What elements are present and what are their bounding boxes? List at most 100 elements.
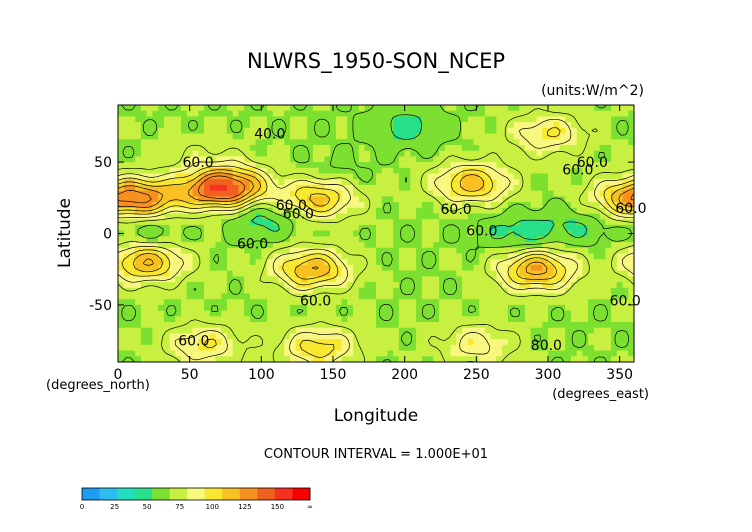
- heatmap-cell: [416, 344, 423, 352]
- heatmap-cell: [341, 184, 348, 192]
- heatmap-cell: [593, 207, 601, 215]
- heatmap-cell: [135, 236, 142, 243]
- heatmap-cell: [249, 224, 257, 232]
- heatmap-cell: [163, 162, 171, 169]
- heatmap-cell: [421, 333, 429, 340]
- heatmap-cell: [622, 139, 629, 146]
- heatmap-cell: [146, 224, 153, 232]
- heatmap-cell: [118, 316, 125, 323]
- heatmap-cell: [439, 207, 446, 215]
- heatmap-cell: [507, 144, 515, 152]
- heatmap-cell: [599, 310, 606, 317]
- heatmap-cell: [513, 167, 520, 175]
- heatmap-cell: [129, 339, 136, 346]
- heatmap-cell: [118, 196, 125, 203]
- heatmap-cell: [209, 144, 217, 152]
- heatmap-cell: [335, 304, 343, 312]
- heatmap-cell: [290, 264, 297, 272]
- heatmap-cell: [588, 344, 595, 352]
- heatmap-cell: [364, 310, 371, 317]
- heatmap-cell: [484, 207, 492, 215]
- heatmap-cell: [484, 270, 492, 277]
- heatmap-cell: [588, 173, 595, 180]
- heatmap-cell: [307, 184, 314, 192]
- heatmap-cell: [611, 287, 618, 295]
- heatmap-cell: [421, 144, 429, 152]
- heatmap-cell: [439, 190, 446, 197]
- heatmap-cell: [398, 230, 406, 237]
- heatmap-cell: [421, 116, 429, 123]
- heatmap-cell: [335, 276, 343, 283]
- heatmap-cell: [588, 184, 595, 192]
- heatmap-cell: [479, 133, 486, 140]
- units-label: (units:W/m^2): [541, 83, 644, 99]
- heatmap-cell: [416, 105, 423, 112]
- heatmap-cell: [163, 247, 171, 255]
- heatmap-cell: [244, 322, 251, 329]
- heatmap-cell: [496, 213, 503, 220]
- heatmap-cell: [135, 190, 142, 197]
- heatmap-cell: [152, 316, 159, 323]
- heatmap-cell: [232, 282, 239, 289]
- heatmap-cell: [123, 333, 131, 340]
- heatmap-cell: [146, 236, 153, 243]
- heatmap-cell: [484, 230, 492, 237]
- heatmap-cell: [353, 213, 360, 220]
- heatmap-cell: [152, 167, 159, 175]
- heatmap-cell: [370, 299, 377, 306]
- heatmap-cell: [169, 299, 176, 306]
- heatmap-cell: [519, 316, 526, 323]
- heatmap-cell: [324, 184, 331, 192]
- heatmap-cell: [307, 339, 314, 346]
- heatmap-cell: [330, 150, 337, 157]
- heatmap-cell: [513, 127, 520, 135]
- heatmap-cell: [312, 213, 320, 220]
- heatmap-cell: [507, 356, 515, 362]
- heatmap-cell: [129, 247, 136, 255]
- heatmap-cell: [226, 356, 234, 362]
- heatmap-cell: [135, 224, 142, 232]
- heatmap-cell: [318, 167, 325, 175]
- heatmap-cell: [158, 116, 165, 123]
- heatmap-cell: [312, 144, 320, 152]
- heatmap-cell: [376, 247, 383, 255]
- heatmap-cell: [484, 116, 492, 123]
- heatmap-cell: [553, 202, 561, 209]
- heatmap-cell: [152, 144, 159, 152]
- heatmap-cell: [456, 344, 463, 352]
- heatmap-cell: [462, 356, 469, 362]
- heatmap-cell: [267, 179, 274, 186]
- heatmap-cell: [255, 322, 262, 329]
- heatmap-cell: [559, 196, 566, 203]
- heatmap-cell: [605, 333, 612, 340]
- heatmap-cell: [484, 133, 492, 140]
- heatmap-cell: [312, 219, 320, 226]
- heatmap-cell: [261, 276, 268, 283]
- heatmap-cell: [261, 282, 268, 289]
- heatmap-cell: [433, 316, 440, 323]
- heatmap-cell: [209, 190, 217, 197]
- heatmap-cell: [628, 122, 634, 129]
- heatmap-cell: [593, 282, 601, 289]
- heatmap-cell: [599, 167, 606, 175]
- heatmap-cell: [307, 247, 314, 255]
- heatmap-cell: [175, 179, 182, 186]
- heatmap-cell: [129, 230, 136, 237]
- heatmap-cell: [261, 184, 268, 192]
- heatmap-cell: [152, 264, 159, 272]
- heatmap-cell: [255, 167, 262, 175]
- heatmap-cell: [238, 276, 245, 283]
- heatmap-cell: [146, 304, 153, 312]
- heatmap-cell: [479, 310, 486, 317]
- heatmap-cell: [467, 339, 475, 346]
- heatmap-cell: [318, 150, 325, 157]
- heatmap-cell: [410, 173, 417, 180]
- heatmap-cell: [496, 264, 503, 272]
- heatmap-cell: [364, 230, 371, 237]
- heatmap-cell: [370, 339, 377, 346]
- heatmap-cell: [278, 105, 285, 112]
- heatmap-cell: [221, 253, 228, 260]
- heatmap-cell: [479, 127, 486, 135]
- heatmap-cell: [519, 264, 526, 272]
- heatmap-cell: [364, 299, 371, 306]
